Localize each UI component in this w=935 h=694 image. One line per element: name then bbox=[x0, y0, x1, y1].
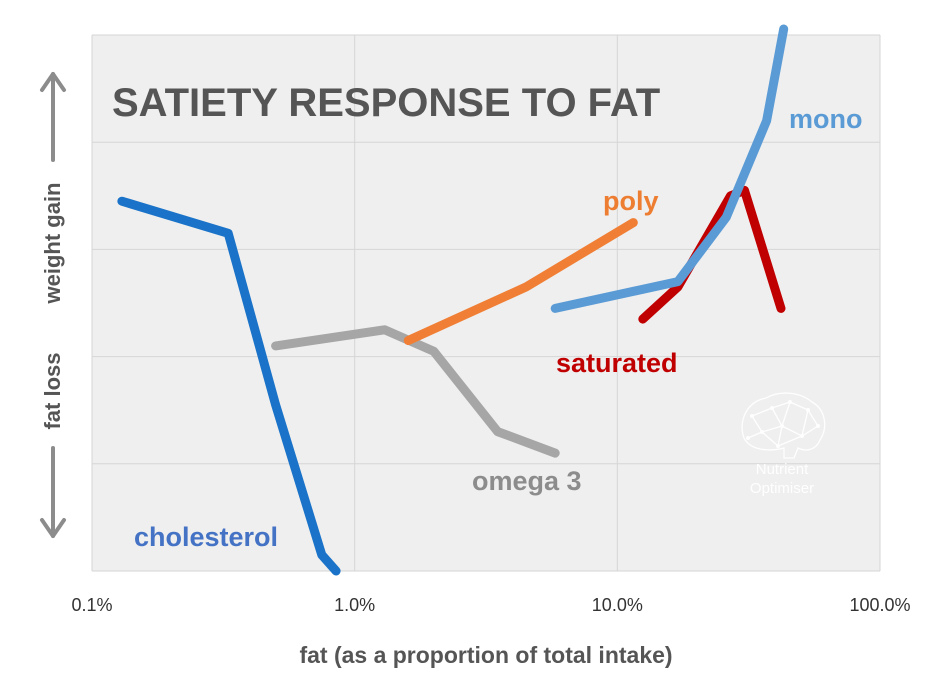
series-line-poly bbox=[403, 218, 638, 345]
x-tick-label: 100.0% bbox=[849, 595, 910, 615]
series-line-omega-3 bbox=[271, 325, 560, 458]
y-axis-arrow-down bbox=[40, 446, 66, 538]
x-tick-label: 1.0% bbox=[334, 595, 375, 615]
label-poly: poly bbox=[603, 186, 659, 216]
series-line-mono bbox=[550, 24, 789, 313]
y-label-weight-gain: weight gain bbox=[40, 183, 65, 305]
brain-logo: Nutrient Optimiser bbox=[741, 392, 826, 497]
x-tick-labels: 0.1% 1.0% 10.0% 100.0% bbox=[71, 595, 910, 615]
grid bbox=[91, 34, 881, 572]
y-axis-arrow-up bbox=[40, 72, 66, 162]
x-tick-label: 10.0% bbox=[592, 595, 643, 615]
y-label-fat-loss: fat loss bbox=[40, 352, 65, 429]
x-tick-label: 0.1% bbox=[71, 595, 112, 615]
logo-line1: Nutrient bbox=[756, 461, 809, 478]
label-saturated: saturated bbox=[556, 348, 678, 378]
label-omega3: omega 3 bbox=[472, 466, 582, 496]
x-axis-label: fat (as a proportion of total intake) bbox=[299, 642, 672, 668]
series-line-cholesterol bbox=[117, 196, 341, 576]
label-cholesterol: cholesterol bbox=[134, 522, 278, 552]
logo-line2: Optimiser bbox=[750, 480, 814, 497]
chart-title: SATIETY RESPONSE TO FAT bbox=[112, 81, 660, 125]
series-layer bbox=[117, 24, 789, 576]
label-mono: mono bbox=[789, 104, 863, 134]
